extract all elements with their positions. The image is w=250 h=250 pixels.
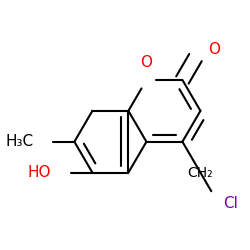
Text: Cl: Cl (224, 196, 238, 211)
Text: HO: HO (28, 165, 51, 180)
Text: O: O (140, 55, 152, 70)
Text: CH₂: CH₂ (188, 166, 213, 179)
Text: O: O (208, 42, 220, 56)
Text: H₃C: H₃C (5, 134, 33, 149)
